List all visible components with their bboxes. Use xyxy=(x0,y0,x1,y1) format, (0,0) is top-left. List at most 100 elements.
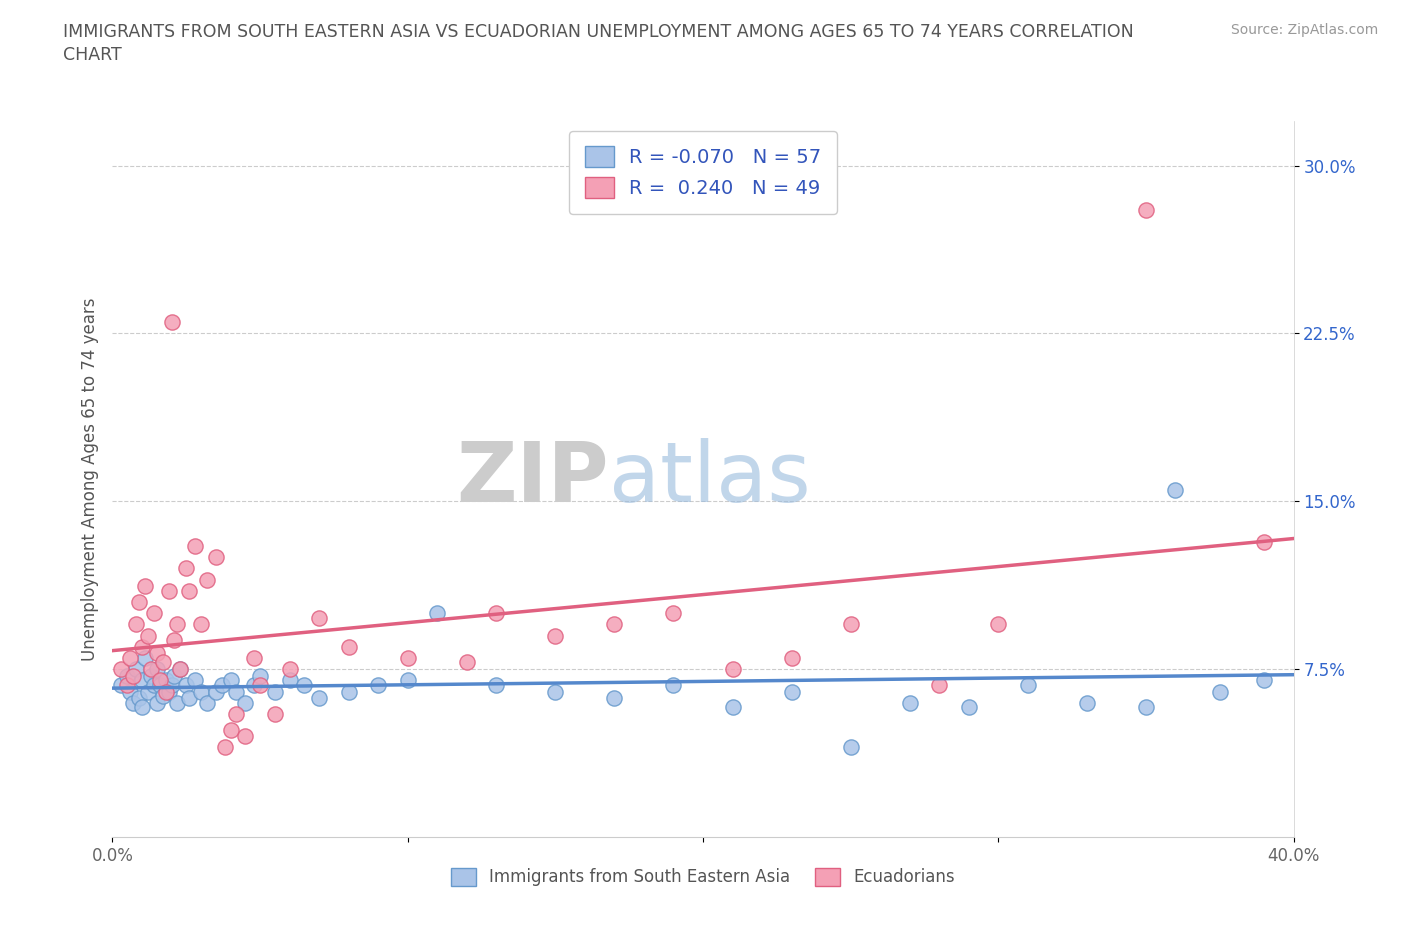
Point xyxy=(205,684,228,699)
Point xyxy=(278,673,301,688)
Point xyxy=(190,617,212,631)
Point xyxy=(136,628,159,643)
Point xyxy=(179,691,201,706)
Legend: Immigrants from South Eastern Asia, Ecuadorians: Immigrants from South Eastern Asia, Ecua… xyxy=(444,861,962,893)
Point xyxy=(721,662,744,677)
Point xyxy=(190,684,212,699)
Point xyxy=(396,651,419,666)
Point xyxy=(110,677,132,692)
Point xyxy=(146,696,169,711)
Point xyxy=(120,651,142,666)
Point xyxy=(166,696,188,711)
Point xyxy=(174,677,197,692)
Point xyxy=(1208,684,1232,699)
Point xyxy=(928,677,950,692)
Point xyxy=(149,673,172,688)
Point xyxy=(898,696,921,711)
Point xyxy=(337,639,360,654)
Point xyxy=(128,691,150,706)
Point xyxy=(1164,483,1187,498)
Point xyxy=(155,673,177,688)
Text: ZIP: ZIP xyxy=(456,438,609,520)
Point xyxy=(139,662,162,677)
Point xyxy=(195,572,218,587)
Point xyxy=(1253,534,1275,549)
Point xyxy=(117,677,138,692)
Y-axis label: Unemployment Among Ages 65 to 74 years: Unemployment Among Ages 65 to 74 years xyxy=(80,298,98,660)
Point xyxy=(249,669,271,684)
Point xyxy=(125,662,148,677)
Point xyxy=(957,699,980,714)
Point xyxy=(544,628,567,643)
Point xyxy=(125,617,148,631)
Point xyxy=(157,583,180,598)
Point xyxy=(157,684,180,699)
Point xyxy=(337,684,360,699)
Point xyxy=(134,578,156,594)
Point xyxy=(233,696,256,711)
Point xyxy=(839,740,862,755)
Point xyxy=(1076,696,1098,711)
Point xyxy=(662,677,685,692)
Point xyxy=(233,729,256,744)
Point xyxy=(485,605,508,620)
Text: IMMIGRANTS FROM SOUTH EASTERN ASIA VS ECUADORIAN UNEMPLOYMENT AMONG AGES 65 TO 7: IMMIGRANTS FROM SOUTH EASTERN ASIA VS EC… xyxy=(63,23,1135,41)
Point xyxy=(219,722,242,737)
Point xyxy=(122,696,145,711)
Point xyxy=(662,605,685,620)
Point xyxy=(603,691,626,706)
Point xyxy=(136,684,159,699)
Point xyxy=(1017,677,1039,692)
Point xyxy=(195,696,218,711)
Point xyxy=(225,684,247,699)
Point xyxy=(166,617,188,631)
Point xyxy=(214,740,236,755)
Point xyxy=(134,651,156,666)
Point xyxy=(184,673,207,688)
Point xyxy=(146,646,169,661)
Point xyxy=(1135,203,1157,218)
Point xyxy=(122,669,145,684)
Point xyxy=(264,707,287,722)
Text: Source: ZipAtlas.com: Source: ZipAtlas.com xyxy=(1230,23,1378,37)
Point xyxy=(721,699,744,714)
Point xyxy=(117,669,138,684)
Point xyxy=(243,677,266,692)
Point xyxy=(131,673,153,688)
Point xyxy=(219,673,242,688)
Point xyxy=(131,699,153,714)
Point xyxy=(780,651,803,666)
Point xyxy=(160,677,183,692)
Point xyxy=(142,677,165,692)
Point xyxy=(163,632,186,647)
Point xyxy=(205,550,228,565)
Point xyxy=(367,677,389,692)
Point xyxy=(152,688,174,703)
Point xyxy=(1253,673,1275,688)
Point xyxy=(780,684,803,699)
Point xyxy=(179,583,201,598)
Point xyxy=(184,538,207,553)
Point xyxy=(110,662,132,677)
Point xyxy=(163,669,186,684)
Point xyxy=(485,677,508,692)
Point xyxy=(225,707,247,722)
Point xyxy=(149,677,172,692)
Point xyxy=(139,669,162,684)
Point xyxy=(426,605,449,620)
Point xyxy=(308,610,330,625)
Point xyxy=(169,662,191,677)
Point xyxy=(308,691,330,706)
Point xyxy=(264,684,287,699)
Point xyxy=(146,662,169,677)
Point xyxy=(839,617,862,631)
Point xyxy=(142,605,165,620)
Point xyxy=(1135,699,1157,714)
Point xyxy=(987,617,1010,631)
Point xyxy=(152,655,174,670)
Point xyxy=(396,673,419,688)
Point xyxy=(243,651,266,666)
Point xyxy=(211,677,233,692)
Point xyxy=(544,684,567,699)
Point xyxy=(155,684,177,699)
